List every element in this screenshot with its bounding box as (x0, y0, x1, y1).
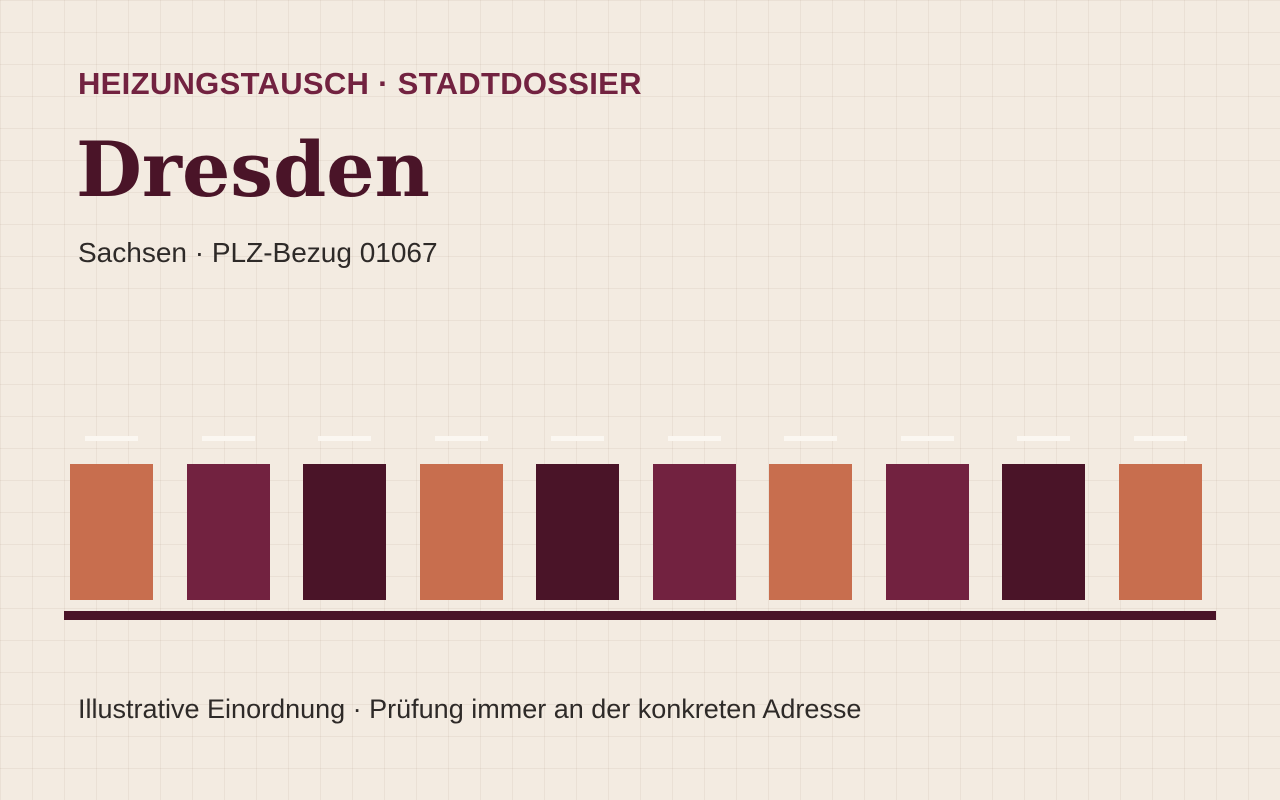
color-block-4 (420, 464, 503, 600)
color-block-6 (653, 464, 736, 600)
eyebrow-label: HEIZUNGSTAUSCH · STADTDOSSIER (78, 66, 642, 101)
block-cap-2 (202, 436, 255, 441)
color-block-9 (1002, 464, 1085, 600)
color-block-7 (769, 464, 852, 600)
block-cap-6 (668, 436, 721, 441)
block-cap-4 (435, 436, 488, 441)
color-block-10 (1119, 464, 1202, 600)
region-postcode-subline: Sachsen · PLZ-Bezug 01067 (78, 237, 438, 268)
block-cap-9 (1017, 436, 1070, 441)
block-cap-3 (318, 436, 371, 441)
color-block-2 (187, 464, 270, 600)
block-cap-1 (85, 436, 138, 441)
block-cap-7 (784, 436, 837, 441)
footnote: Illustrative Einordnung · Prüfung immer … (78, 694, 862, 724)
color-block-5 (536, 464, 619, 600)
block-cap-5 (551, 436, 604, 441)
color-block-3 (303, 464, 386, 600)
color-block-1 (70, 464, 153, 600)
block-cap-10 (1134, 436, 1187, 441)
color-block-8 (886, 464, 969, 600)
strip-baseline (64, 611, 1216, 620)
city-title: Dresden (76, 125, 430, 214)
block-cap-8 (901, 436, 954, 441)
